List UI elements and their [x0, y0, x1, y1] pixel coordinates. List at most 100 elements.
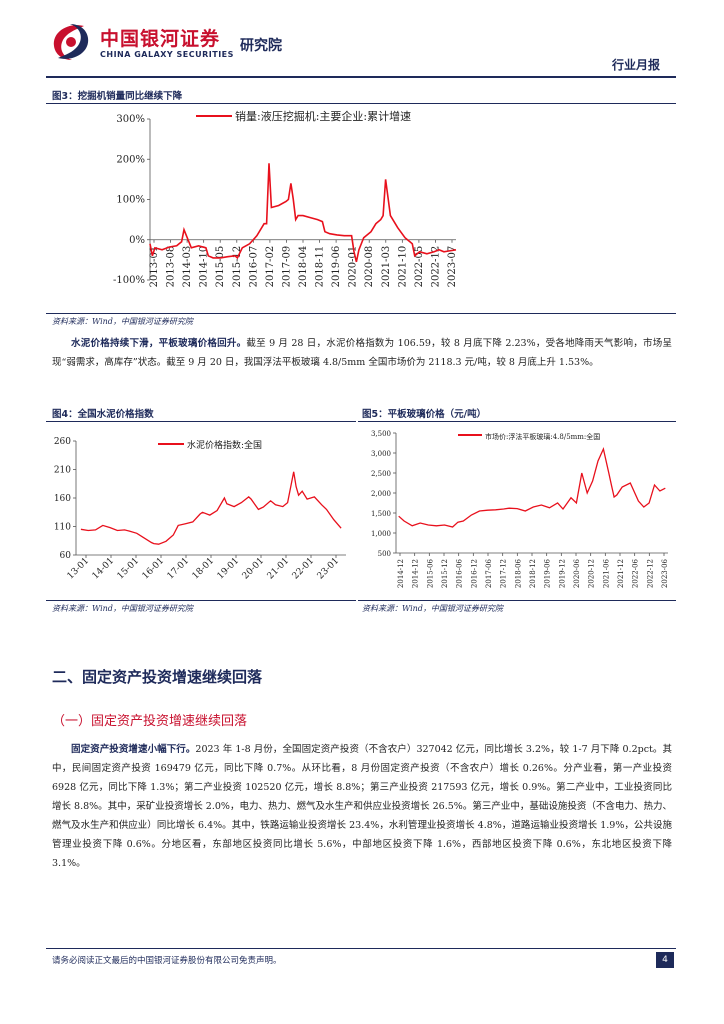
y-tick-label: 60	[60, 551, 72, 561]
figure5-source: 资料来源：Wind，中国银河证券研究院	[362, 604, 503, 613]
x-tick-label: 17-01	[166, 556, 191, 581]
x-tick-label: 2013-01	[149, 246, 160, 288]
x-tick-label: 2018-04	[298, 246, 309, 288]
x-tick-label: 2022-12	[646, 559, 654, 588]
x-tick-label: 2016-12	[470, 559, 478, 588]
excavator-sales-chart: 300% 200% 100% 0% -100% 2013-01 2013-08 2014-03…	[113, 109, 458, 288]
section-heading: 二、固定资产投资增速继续回落	[52, 668, 263, 686]
x-tick-label: 2021-06	[602, 558, 610, 588]
x-tick-label: 2020-12	[588, 559, 596, 588]
y-tick-label: 160	[54, 494, 71, 504]
figure3-top-rule	[46, 103, 676, 104]
y-tick-label: 100%	[116, 195, 145, 206]
cement-glass-paragraph: 水泥价格持续下滑，平板玻璃价格回升。截至 9 月 28 日，水泥价格指数为 10…	[52, 334, 672, 372]
y-tick-label: 110	[54, 523, 71, 533]
x-tick-label: 2017-12	[500, 559, 508, 588]
x-tick-label: 2022-12	[430, 246, 441, 288]
figure4-title: 图4：全国水泥价格指数	[52, 409, 154, 420]
legend-label: 市场价:浮法平板玻璃:4.8/5mm:全国	[485, 432, 600, 441]
report-type: 行业月报	[612, 58, 661, 72]
x-tick-label: 14-01	[91, 556, 116, 581]
y-tick-label: -100%	[113, 275, 145, 286]
y-tick-label: 3,500	[371, 430, 391, 438]
x-tick-label: 2021-03	[381, 246, 392, 288]
y-tick-label: 2,000	[371, 490, 391, 498]
x-tick-label: 2019-12	[558, 559, 566, 588]
y-tick-label: 3,000	[371, 450, 391, 458]
x-tick-label: 2016-06	[456, 558, 464, 588]
series-line	[149, 163, 457, 263]
x-tick-label: 2016-07	[248, 246, 259, 288]
subsection-heading: （一）固定资产投资增速继续回落	[52, 714, 248, 729]
y-tick-label: 300%	[116, 114, 145, 125]
x-tick-label: 2017-02	[265, 246, 276, 288]
legend-label: 销量:液压挖掘机:主要企业:累计增速	[235, 109, 411, 123]
figure3-source: 资料来源：Wind，中国银河证券研究院	[52, 317, 193, 326]
x-tick-label: 2018-11	[315, 246, 326, 288]
x-tick-label: 2014-10	[199, 246, 210, 288]
x-tick-label: 2018-06	[514, 558, 522, 588]
y-tick-label: 200%	[116, 154, 145, 165]
figure4-top-rule	[46, 421, 356, 422]
paragraph2-lead: 固定资产投资增速小幅下行。	[71, 744, 196, 755]
x-tick-label: 2022-05	[414, 246, 425, 288]
paragraph2-text: 2023 年 1-8 月份，全国固定资产投资（不含农户）327042 亿元，同比…	[52, 744, 672, 869]
x-tick-label: 16-01	[141, 556, 166, 581]
institute-label: 研究院	[240, 38, 282, 54]
y-tick-label: 260	[54, 437, 71, 447]
footer-disclaimer: 请务必阅读正文最后的中国银河证券股份有限公司免责声明。	[52, 956, 282, 966]
x-tick-label: 22-01	[291, 556, 316, 581]
x-tick-label: 2020-01	[348, 246, 359, 288]
figure5-top-rule	[358, 421, 676, 422]
figure5-bottom-rule	[358, 600, 676, 601]
brand-name-en: CHINA GALAXY SECURITIES	[100, 50, 234, 59]
x-tick-label: 2015-12	[232, 246, 243, 288]
x-tick-label: 2021-12	[617, 559, 625, 588]
x-tick-label: 21-01	[266, 556, 291, 581]
brand-name-cn: 中国银河证券	[100, 28, 221, 50]
figure4-source: 资料来源：Wind，中国银河证券研究院	[52, 604, 193, 613]
x-tick-label: 2021-10	[397, 246, 408, 288]
x-tick-label: 15-01	[116, 556, 141, 581]
x-tick-label: 2015-06	[426, 558, 434, 588]
investment-paragraph: 固定资产投资增速小幅下行。2023 年 1-8 月份，全国固定资产投资（不含农户…	[52, 740, 672, 873]
x-tick-label: 2019-06	[544, 558, 552, 588]
x-tick-label: 2017-06	[485, 558, 493, 588]
footer-rule	[46, 948, 676, 949]
paragraph1-text: 截至 9 月 28 日，水泥价格指数为 106.59，较 8 月底下降 2.23…	[52, 338, 672, 368]
x-tick-label: 2014-12	[397, 559, 405, 588]
x-tick-label: 2019-06	[331, 246, 342, 288]
x-tick-label: 2020-08	[364, 246, 375, 288]
x-tick-label: 18-01	[191, 556, 216, 581]
x-tick-label: 2017-09	[281, 246, 292, 288]
y-tick-label: 1,000	[371, 530, 391, 538]
x-tick-label: 2015-12	[441, 559, 449, 588]
x-tick-label: 2015-05	[215, 246, 226, 288]
figure3-bottom-rule	[46, 313, 676, 314]
y-tick-label: 210	[54, 466, 71, 476]
figure4-bottom-rule	[46, 600, 356, 601]
x-tick-label: 19-01	[216, 556, 241, 581]
x-tick-label: 2018-12	[529, 559, 537, 588]
x-tick-label: 2023-07	[447, 246, 458, 288]
x-tick-label: 23-01	[316, 556, 341, 581]
y-tick-label: 1,500	[371, 510, 391, 518]
galaxy-logo-icon	[53, 24, 89, 60]
series-line	[398, 446, 666, 528]
series-line	[80, 471, 342, 545]
brand-logo	[46, 20, 96, 64]
paragraph1-lead: 水泥价格持续下滑，平板玻璃价格回升。	[71, 338, 247, 349]
x-tick-label: 2023-06	[661, 558, 669, 588]
x-tick-label: 2020-06	[573, 558, 581, 588]
y-tick-label: 2,500	[371, 470, 391, 478]
page-number: 4	[656, 952, 674, 968]
x-tick-label: 2022-06	[632, 558, 640, 588]
x-tick-label: 20-01	[241, 556, 266, 581]
glass-price-chart: 3,500 3,000 2,500 2,000 1,500 1,000 500 2014-12…	[371, 430, 669, 588]
x-tick-label: 2014-12	[412, 559, 420, 588]
header-rule	[46, 76, 676, 78]
figure5-title: 图5：平板玻璃价格（元/吨）	[362, 409, 487, 420]
legend-label: 水泥价格指数:全国	[187, 439, 262, 451]
x-tick-label: 2014-03	[182, 246, 193, 288]
